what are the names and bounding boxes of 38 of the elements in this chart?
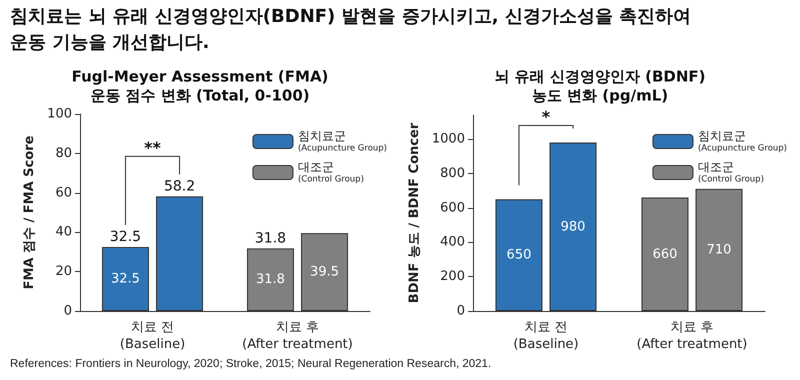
y-tick-label: 600 <box>440 200 465 216</box>
legend-label: 침치료군 (Acupuncture Group) <box>298 129 388 154</box>
annotation: 31.8 <box>256 272 285 288</box>
legend-label: 대조군 (Control Group) <box>698 160 764 184</box>
y-axis-title: FMA 점수 / FMA Score <box>22 135 37 290</box>
y-tick-label: 1000 <box>432 132 465 147</box>
x-tick-label: 치료 후 (After treatment) <box>636 320 748 352</box>
data-label: 32.5 <box>110 228 142 245</box>
data-label: 710 <box>706 242 732 258</box>
y-tick-label: 100 <box>47 106 72 122</box>
x-tick-label: 치료 전 (Baseline) <box>120 320 186 352</box>
y-tick-label: 0 <box>64 304 72 318</box>
legend-label: 대조군 (Control Group) <box>298 160 364 184</box>
y-tick-label: 60 <box>55 185 72 200</box>
y-tick-label: 200 <box>440 269 465 284</box>
data-label: 980 <box>560 219 586 234</box>
data-label: 31.8 <box>254 230 286 246</box>
data-label: 650 <box>506 248 532 263</box>
chart-title: Fugl-Meyer Assessment (FMA) 운동 점수 변화 (Total, 0-100) <box>72 68 328 104</box>
y-tick-label: 400 <box>440 234 465 250</box>
y-tick-label: 0 <box>456 304 465 318</box>
y-tick-label: 80 <box>55 146 72 161</box>
x-tick-label: 치료 후 (After treatment) <box>242 320 353 352</box>
annotation: * <box>542 108 551 127</box>
x-tick-label: 치료 전 (Baseline) <box>513 320 579 352</box>
annotation: ** <box>144 138 162 158</box>
text: References: Frontiers in Neurology, 2020; Stroke, 2015; Neural Regeneration Research, 2021. <box>10 358 492 370</box>
y-axis-title: BDNF 농도 / BDNF Concer <box>407 122 422 304</box>
annotation: 32.5 <box>111 271 140 286</box>
legend-label: 침치료군 (Acupuncture Group) <box>698 129 788 154</box>
annotation: 58.2 <box>164 178 196 194</box>
data-label: 660 <box>652 246 678 262</box>
text: 침치료는 뇌 유래 신경영양인자(BDNF) 발현을 증가시키고, 신경가소성을 촉진하여 운동 기능을 개선합니다. <box>10 5 692 55</box>
y-tick-label: 800 <box>440 166 465 181</box>
chart-title: 뇌 유래 신경영양인자 (BDNF) 농도 변화 (pg/mL) <box>494 68 706 104</box>
y-tick-label: 20 <box>55 264 72 280</box>
y-tick-label: 40 <box>55 224 72 240</box>
data-label: 39.5 <box>310 264 339 280</box>
